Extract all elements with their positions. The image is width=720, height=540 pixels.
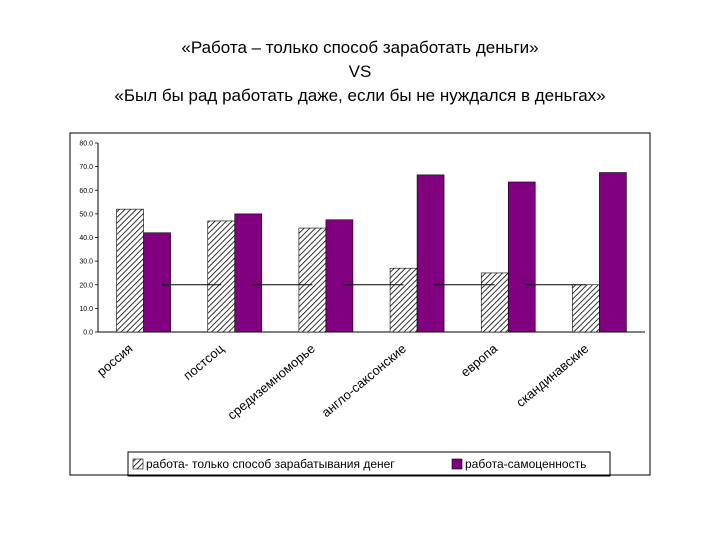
- category-label-5: скандинавские: [513, 341, 591, 410]
- title-line-3: «Был бы рад работать даже, если бы не ну…: [114, 86, 606, 105]
- legend: работа- только способ зарабатывания дене…: [127, 451, 611, 477]
- category-label-3: англо-саксонские: [319, 341, 409, 420]
- bar-value-3: [416, 174, 445, 333]
- bar-money-3: [389, 267, 418, 333]
- y-tick-label: 50.0: [79, 211, 93, 218]
- category-label-1: постсоц: [180, 340, 227, 383]
- title-line-1: «Работа – только способ заработать деньг…: [181, 38, 539, 57]
- legend-label-money: работа- только способ зарабатывания дене…: [146, 457, 395, 471]
- bar-value-2: [325, 219, 354, 333]
- legend-box: [127, 451, 611, 477]
- bar-value-1: [234, 213, 263, 333]
- bar-value-4: [507, 181, 536, 333]
- bar-money-4: [480, 272, 509, 333]
- y-tick-label: 40.0: [79, 235, 93, 242]
- chart-frame: [69, 132, 651, 476]
- bar-value-5: [599, 172, 627, 333]
- legend-swatch-money: [132, 458, 144, 470]
- y-tick-label: 0.0: [83, 330, 93, 337]
- legend-label-value: работа-самоценность: [465, 457, 586, 471]
- category-label-0: россия: [94, 341, 136, 379]
- bar-money-5: [572, 284, 600, 333]
- y-tick-label: 60.0: [79, 188, 93, 195]
- y-tick-label: 10.0: [79, 306, 93, 313]
- legend-swatch-value: [451, 458, 463, 470]
- y-tick-label: 70.0: [79, 164, 93, 171]
- chart-title: «Работа – только способ заработать деньг…: [0, 36, 720, 108]
- title-line-2: VS: [348, 62, 372, 81]
- y-tick-label: 30.0: [79, 259, 93, 266]
- category-label-4: европа: [458, 340, 501, 380]
- bar-money-2: [298, 227, 327, 333]
- bar-money-0: [116, 208, 144, 333]
- y-tick-label: 20.0: [79, 282, 93, 289]
- bar-money-1: [207, 220, 236, 333]
- category-label-2: средиземноморье: [224, 341, 317, 423]
- y-tick-label: 80.0: [79, 141, 93, 148]
- bar-value-0: [143, 232, 171, 333]
